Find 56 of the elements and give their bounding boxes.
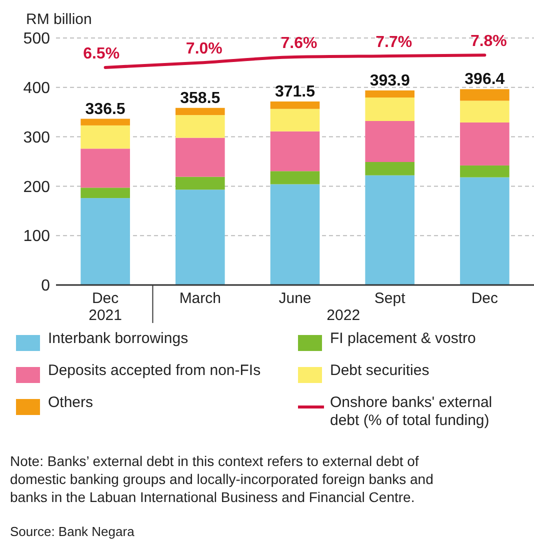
bar [460, 89, 510, 101]
total-label: 396.4 [464, 71, 505, 88]
data-label: 6.5% [83, 45, 120, 62]
legend-label: FI placement & vostro [330, 330, 476, 347]
y-tick-label: 400 [23, 80, 50, 97]
x-tick-label: Dec 2021 [88, 290, 122, 324]
bar [80, 188, 130, 198]
data-label: 7.0% [186, 40, 222, 58]
bar [176, 138, 225, 177]
bar [365, 162, 414, 176]
legend-label: Others [48, 394, 94, 411]
bar [460, 100, 510, 122]
legend-label: Interbank borrowings [48, 330, 188, 347]
x-tick-label: Dec [471, 290, 499, 307]
bar [365, 98, 414, 121]
y-axis-title: RM billion [26, 11, 92, 28]
total-label: 358.5 [180, 90, 220, 107]
source-note: Source: Bank Negara [10, 524, 136, 539]
bar [460, 165, 510, 178]
data-label: 7.6% [280, 35, 318, 52]
text: 2022 [326, 307, 360, 324]
y-tick-label: 500 [23, 30, 50, 48]
bar [460, 177, 510, 285]
bar [270, 108, 320, 132]
bar [270, 131, 320, 172]
legend-label: Deposits accepted from non-FIs [48, 362, 261, 379]
bar [270, 184, 320, 285]
bar [80, 148, 130, 188]
legend-label: Debt securities [330, 362, 430, 379]
y-tick-label: 300 [23, 129, 50, 146]
bar [460, 122, 510, 166]
bar [80, 118, 130, 126]
y-tick-label: 200 [23, 178, 50, 196]
bar [176, 115, 225, 138]
bar [365, 90, 414, 98]
x-tick-label: June [278, 290, 312, 307]
bar [365, 175, 414, 285]
x-tick-label: Sept [374, 290, 406, 307]
x-tick-label: March [179, 290, 221, 307]
data-label: 7.7% [376, 34, 412, 52]
total-label: 336.5 [85, 100, 126, 118]
bar [176, 190, 225, 285]
bar [365, 120, 414, 162]
bar [80, 125, 130, 149]
y-tick-label: 0 [41, 278, 50, 295]
bar [176, 176, 225, 190]
bar [176, 108, 225, 116]
total-label: 371.5 [274, 83, 316, 100]
data-label: 7.8% [470, 33, 507, 50]
total-label: 393.9 [370, 72, 410, 90]
legend-label: Onshore banks' external debt (% of total funding) [330, 394, 492, 429]
bar [80, 198, 130, 285]
bar [270, 171, 320, 184]
bar [270, 101, 320, 109]
text: Note: Banks’ external debt in this context refers to external debt of domestic banking groups and locally-incorporated foreign banks and banks in the Labuan International Business and Financial Centre. [10, 453, 434, 505]
y-tick-label: 100 [23, 228, 50, 246]
